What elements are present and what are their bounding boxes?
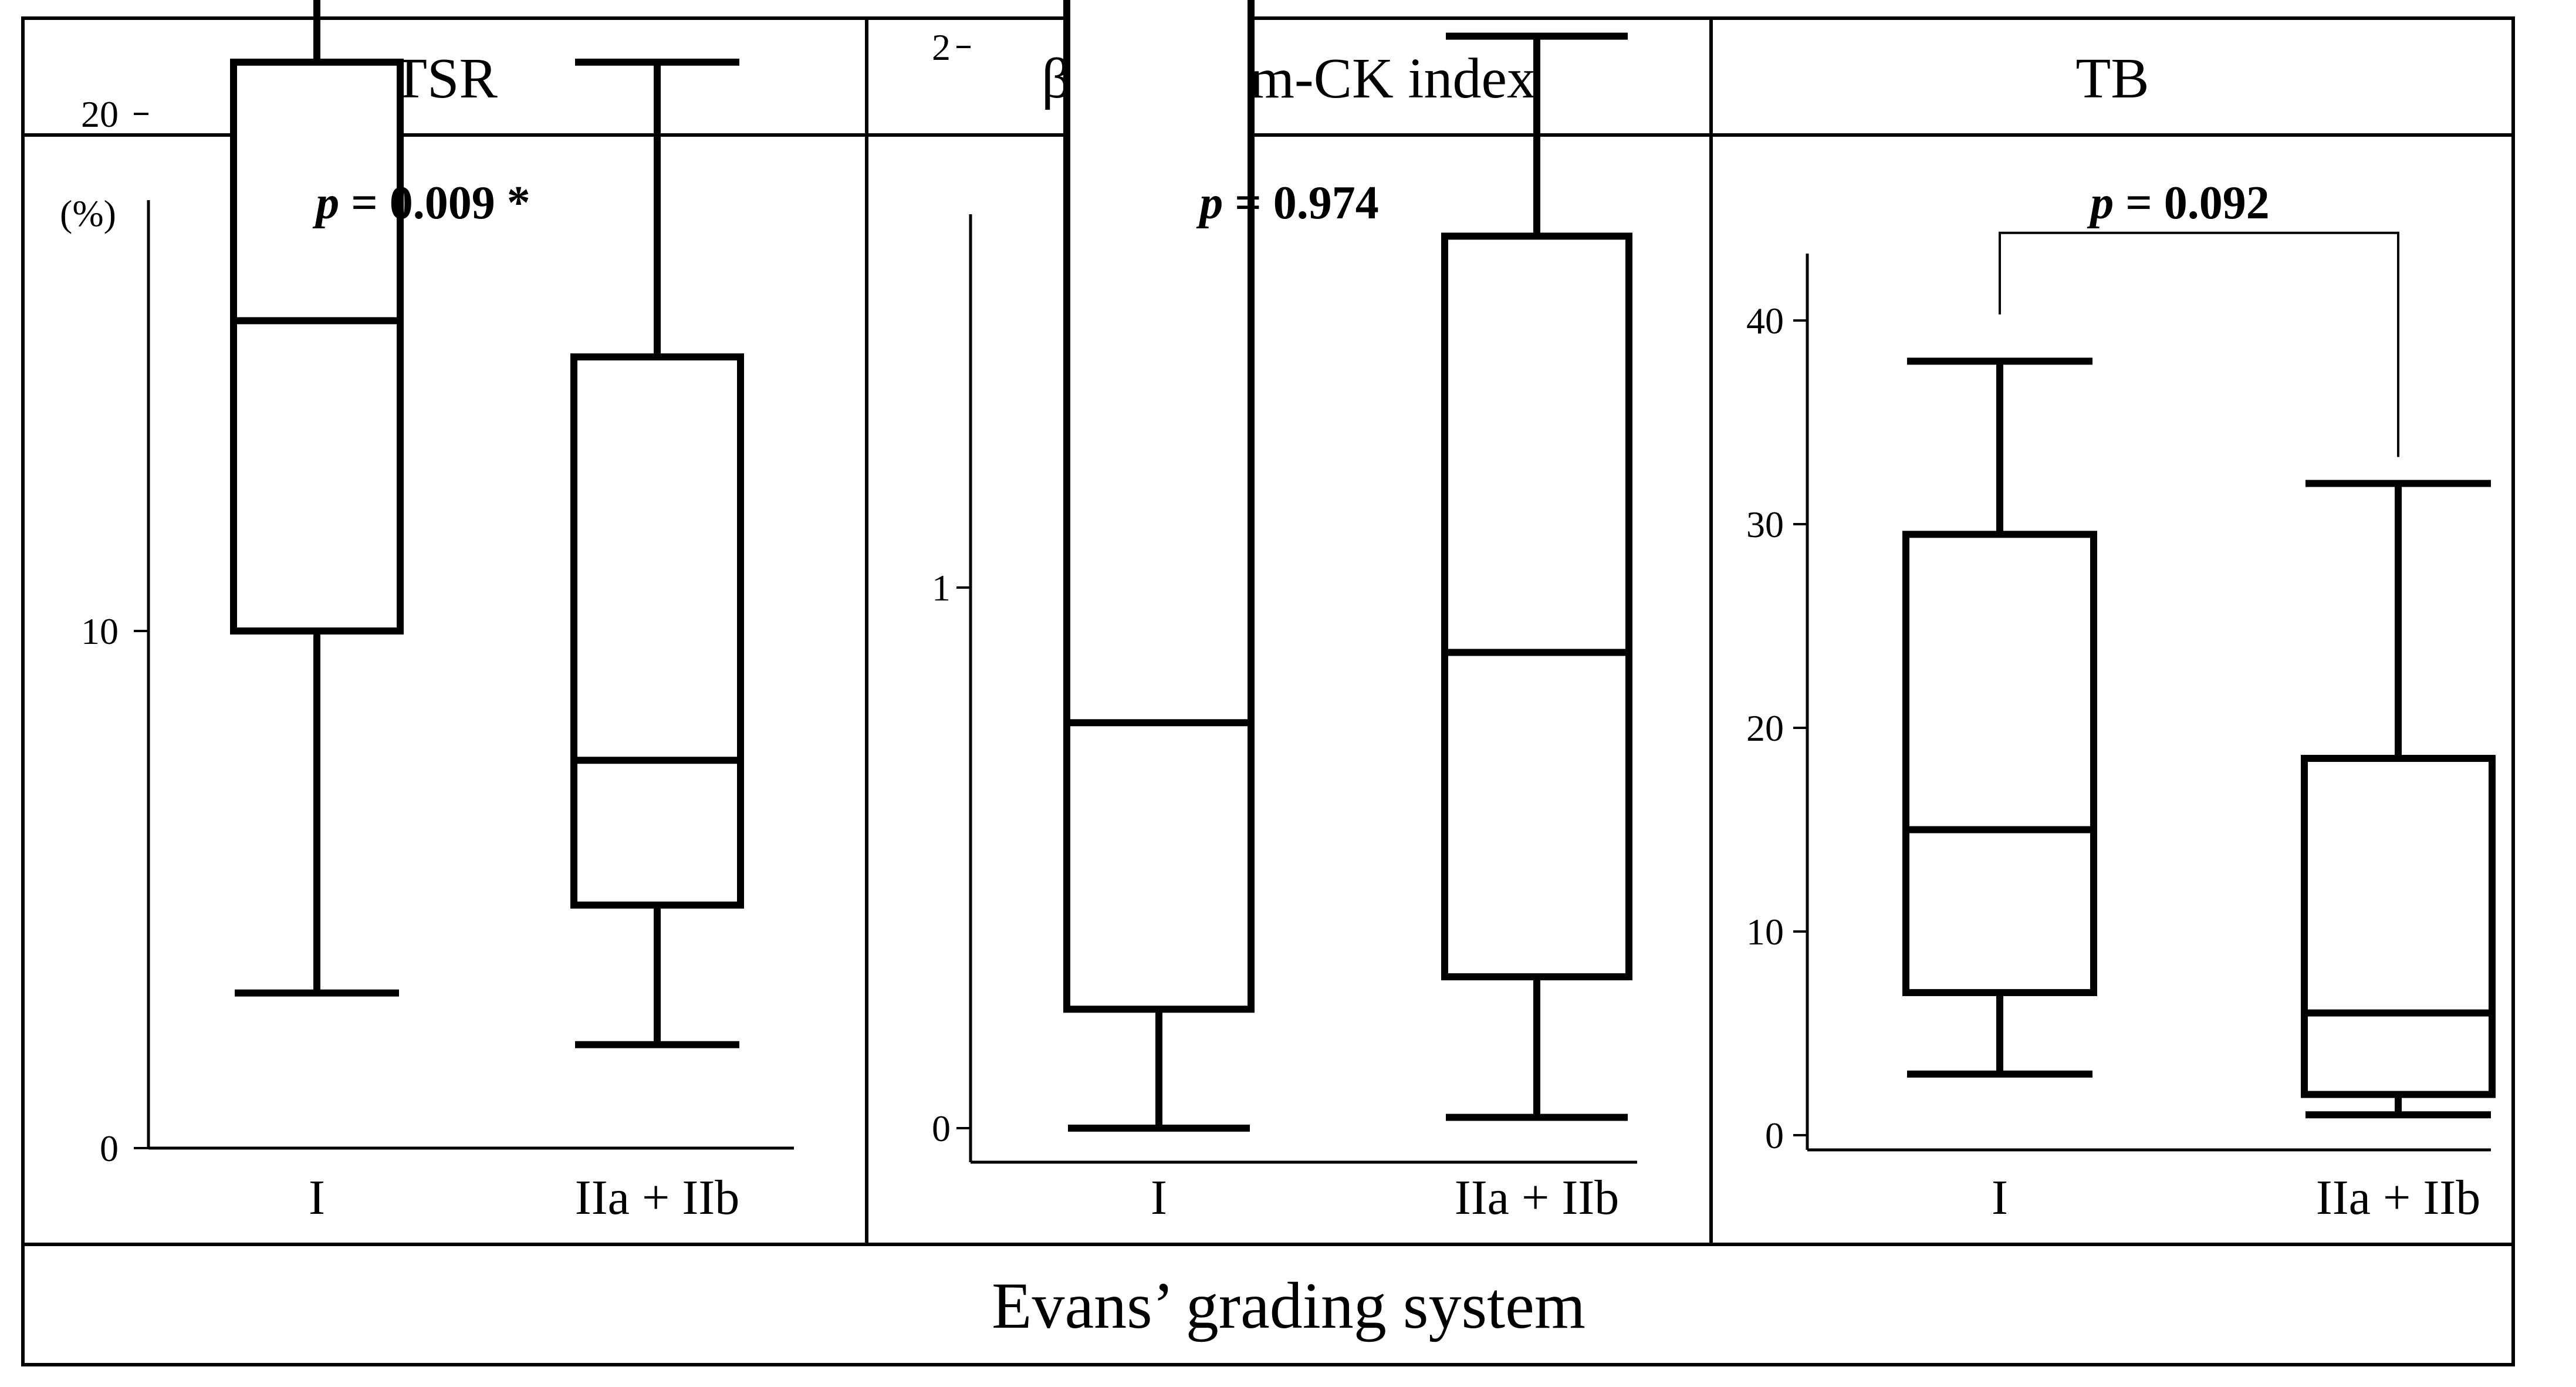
y-tick-label: 20 bbox=[81, 93, 119, 135]
y-tick-label: 0 bbox=[1765, 1115, 1784, 1156]
y-tick-label: 30 bbox=[1746, 504, 1784, 545]
x-category-label: IIa + IIb bbox=[1455, 1170, 1620, 1225]
y-unit-label: (%) bbox=[60, 193, 116, 234]
y-tick-label: 20 bbox=[1746, 707, 1784, 749]
iqr-box bbox=[1063, 0, 1255, 1013]
y-tick-label: 10 bbox=[81, 610, 119, 652]
p-symbol: p bbox=[312, 177, 339, 229]
iqr-box bbox=[1441, 232, 1632, 981]
outer-border bbox=[21, 16, 2515, 1366]
iqr-box bbox=[570, 353, 744, 909]
p-value-label: p = 0.092 bbox=[2087, 177, 2270, 229]
significance-bracket bbox=[1999, 231, 2399, 457]
tb-boxplot-panel: 0 10 20 30 40 I IIa + IIb p = 0.092 bbox=[1746, 177, 2496, 1225]
panel-title-tb: TB bbox=[2075, 47, 2149, 110]
p-value-label: p = 0.009 * bbox=[312, 177, 530, 229]
x-category-label: I bbox=[1151, 1170, 1167, 1225]
x-category-label: IIa + IIb bbox=[575, 1170, 740, 1225]
y-tick-label: 0 bbox=[932, 1108, 951, 1149]
footer-label: Evans’ grading system bbox=[992, 1270, 1586, 1342]
y-tick-label: 40 bbox=[1746, 300, 1784, 342]
iqr-box bbox=[2301, 755, 2496, 1098]
x-category-label: I bbox=[309, 1170, 325, 1225]
figure-frame bbox=[21, 16, 2515, 1366]
y-tick-label: 10 bbox=[1746, 911, 1784, 953]
x-category-label: IIa + IIb bbox=[2316, 1170, 2481, 1225]
p-value-text: = 0.009 bbox=[339, 177, 495, 229]
p-symbol: p bbox=[2087, 177, 2114, 229]
significance-mark: * bbox=[495, 177, 530, 229]
y-tick-label: 2 bbox=[932, 26, 951, 68]
iqr-box bbox=[1902, 531, 2097, 997]
p-symbol: p bbox=[1196, 177, 1223, 229]
p-value-label: p = 0.974 bbox=[1196, 177, 1379, 229]
p-value-text: = 0.092 bbox=[2114, 177, 2270, 229]
y-tick-label: 0 bbox=[100, 1128, 119, 1169]
iqr-box bbox=[230, 58, 404, 635]
y-tick-label: 1 bbox=[932, 567, 951, 609]
x-category-label: I bbox=[1992, 1170, 2008, 1225]
panel-title-tsr: TSR bbox=[392, 47, 498, 110]
p-value-text: = 0.974 bbox=[1223, 177, 1379, 229]
